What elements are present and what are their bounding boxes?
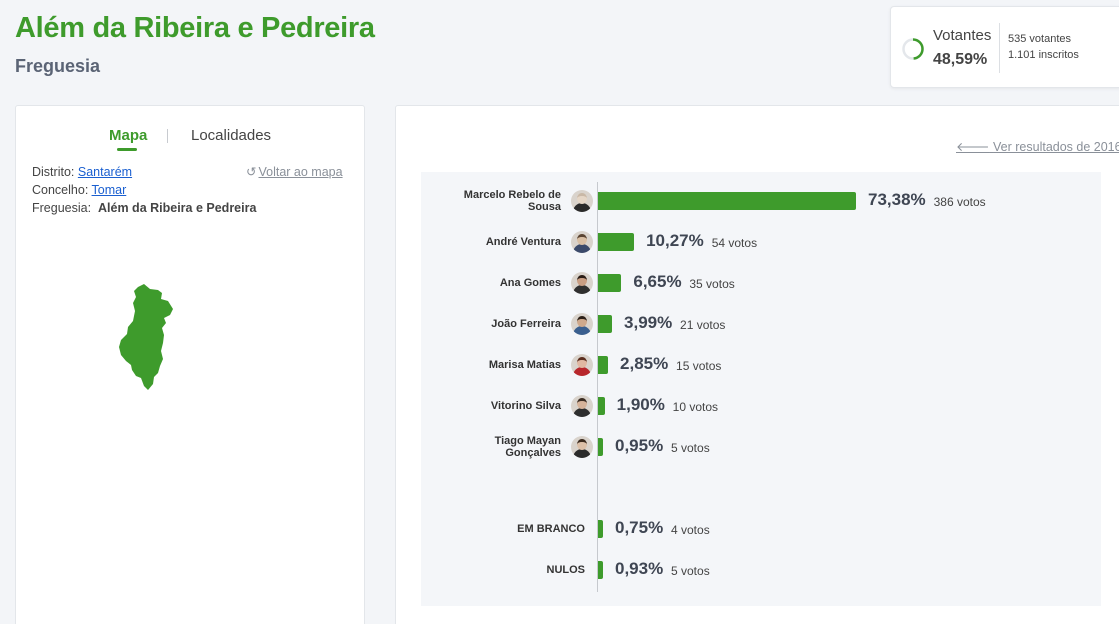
active-tab-indicator — [117, 148, 137, 151]
percent-label: 0,93% — [615, 559, 664, 578]
undo-icon: ↺ — [246, 165, 257, 179]
percent-label: 0,95% — [615, 436, 664, 455]
avatar-marisa-icon — [571, 354, 593, 376]
tab-divider — [167, 129, 168, 143]
candidate-name-line: Tiago Mayan — [494, 435, 561, 447]
candidate-name: Vitorino Silva — [490, 400, 561, 412]
voters-percent: 48,59% — [933, 51, 988, 68]
votes-label: 386 votos — [933, 195, 986, 209]
freguesia-label: Freguesia: — [32, 201, 92, 215]
votes-label: 54 votos — [711, 236, 758, 250]
results-2016-link[interactable]: 🡐 Ver resultados de 2016 — [956, 140, 1119, 155]
divider — [999, 23, 1000, 73]
percent-label: 73,38% — [868, 190, 926, 209]
votes-label: 21 votos — [680, 318, 726, 332]
result-bar[interactable] — [598, 274, 622, 292]
result-bar[interactable] — [598, 315, 613, 333]
tab-map[interactable]: Mapa — [109, 127, 148, 144]
result-bar[interactable] — [598, 356, 609, 374]
results-panel: 🡐 Ver resultados de 2016 Marcelo Rebelo … — [395, 105, 1119, 624]
freguesia-value: Além da Ribeira e Pedreira — [98, 201, 257, 215]
distrito-label: Distrito: — [32, 165, 75, 179]
avatar-head — [577, 439, 587, 450]
avatar-head — [577, 398, 587, 409]
percent-label: 0,75% — [615, 518, 664, 537]
votes-label: 15 votos — [676, 359, 722, 373]
votes-label: 10 votos — [672, 400, 719, 414]
votes-label: 4 votos — [671, 523, 710, 537]
candidate-name: Marisa Matias — [488, 359, 561, 371]
candidate-name: Tiago Mayan Gonçalves — [441, 435, 561, 459]
avatar-head — [577, 193, 587, 204]
result-bar[interactable] — [598, 438, 603, 456]
result-bar[interactable] — [598, 192, 856, 210]
freguesia-row: Freguesia: Além da Ribeira e Pedreira — [32, 201, 256, 215]
candidate-name: EM BRANCO — [517, 523, 585, 535]
candidate-name: João Ferreira — [491, 318, 561, 330]
results-chart: Marcelo Rebelo de Sousa 73,38% 386 votos And… — [421, 172, 1101, 606]
back-to-map-label: Voltar ao mapa — [258, 165, 343, 179]
avatar-vitorino-icon — [571, 395, 593, 417]
page-subtitle: Freguesia — [15, 56, 101, 76]
turnout-ring-icon — [902, 38, 924, 60]
percent-label: 10,27% — [646, 231, 704, 250]
avatar-andre-icon — [571, 231, 593, 253]
avatar-body — [573, 367, 591, 376]
avatar-body — [573, 449, 591, 458]
votes-label: 5 votos — [671, 564, 710, 578]
avatar-body — [573, 408, 591, 417]
back-to-map-link[interactable]: ↺ Voltar ao mapa — [246, 164, 343, 179]
avatar-body — [573, 203, 591, 212]
avatar-marcelo-icon — [571, 190, 593, 212]
arrow-left-icon: 🡐 — [956, 140, 990, 154]
avatar-body — [573, 285, 591, 294]
avatar-head — [577, 357, 587, 368]
candidate-name-line: Gonçalves — [505, 447, 561, 459]
percent-label: 1,90% — [616, 395, 665, 414]
percent-label: 2,85% — [620, 354, 669, 373]
result-bar[interactable] — [598, 233, 635, 251]
candidate-name-line: Sousa — [527, 201, 561, 213]
avatar-joao-icon — [571, 313, 593, 335]
map-panel: Mapa Localidades Distrito: Santarém Conc… — [15, 105, 365, 624]
candidate-name-line: Marcelo Rebelo de — [463, 189, 561, 201]
result-bar[interactable] — [598, 561, 603, 579]
avatar-head — [577, 234, 587, 245]
parish-map-shape[interactable] — [114, 281, 184, 393]
percent-label: 3,99% — [624, 313, 673, 332]
candidate-name: André Ventura — [485, 236, 561, 248]
distrito-row: Distrito: Santarém — [32, 165, 132, 179]
concelho-row: Concelho: Tomar — [32, 183, 126, 197]
avatar-body — [573, 326, 591, 335]
result-bar[interactable] — [598, 397, 605, 415]
registered-count: 1.101 inscritos — [1008, 49, 1079, 61]
voters-card: Votantes 48,59% 535 votantes 1.101 inscr… — [890, 6, 1119, 88]
percent-label: 6,65% — [633, 272, 682, 291]
concelho-label: Concelho: — [32, 183, 89, 197]
votes-label: 5 votos — [671, 441, 710, 455]
voters-label: Votantes — [933, 27, 992, 44]
avatar-head — [577, 275, 587, 286]
candidate-name: NULOS — [546, 564, 586, 576]
avatar-tiago-icon — [571, 436, 593, 458]
candidate-name: Ana Gomes — [499, 277, 561, 289]
page-title: Além da Ribeira e Pedreira — [15, 12, 375, 44]
chart-axis — [597, 182, 598, 592]
votes-label: 35 votos — [689, 277, 735, 291]
results-2016-label: Ver resultados de 2016 — [993, 140, 1119, 154]
voters-count: 535 votantes — [1008, 33, 1071, 45]
tab-localities[interactable]: Localidades — [191, 127, 272, 144]
avatar-ana-icon — [571, 272, 593, 294]
distrito-link[interactable]: Santarém — [77, 165, 133, 179]
avatar-body — [573, 244, 591, 253]
concelho-link[interactable]: Tomar — [91, 183, 127, 197]
result-bar[interactable] — [598, 520, 603, 538]
avatar-head — [577, 316, 587, 327]
candidate-name: Marcelo Rebelo de Sousa — [441, 189, 561, 213]
